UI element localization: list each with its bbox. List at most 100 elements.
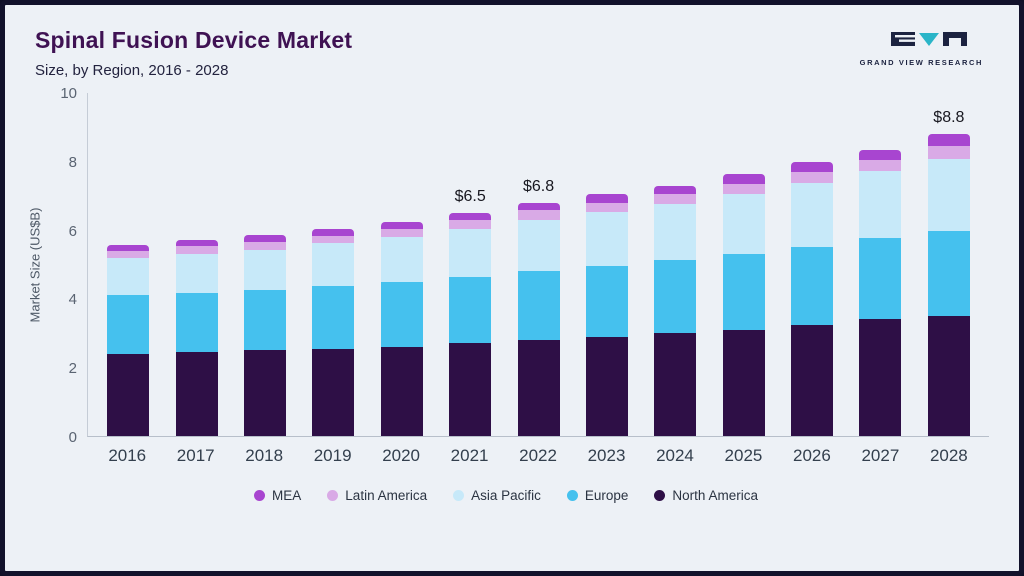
bar-2017 [162,93,230,436]
x-tick-label: 2026 [793,446,831,465]
segment-mea [859,149,902,161]
bar-stack [449,93,492,436]
segment-mea [517,202,560,211]
bar-stack [791,93,834,436]
segment-latin-america [927,146,970,160]
legend-dot [254,490,266,501]
y-axis-title: Market Size (US$B) [27,207,43,323]
segment-europe [312,286,355,349]
segment-latin-america [654,194,697,204]
legend-label: Latin America [345,488,428,503]
x-tick-label: 2016 [108,446,147,465]
x-tick-label: 2019 [313,446,352,465]
bar-2025 [710,93,778,436]
grand-view-research-logo: GRAND VIEW RESEARCH [860,31,983,67]
segment-latin-america [175,246,218,254]
x-tick-label: 2023 [587,446,626,465]
bar-stack [654,93,697,436]
segment-mea [175,239,218,247]
plot-row: Market Size (US$B) 0 2 4 6 8 10 $6.5 $6.8 $8.8 [23,85,989,446]
segment-europe [927,231,970,316]
y-axis-ticks: 0 2 4 6 8 10 [47,85,87,446]
bar-stack [175,93,218,436]
bar-2022: $6.8 [504,93,572,436]
bar-stack [243,93,286,436]
legend-label: Asia Pacific [471,488,541,503]
legend-dot [566,490,578,501]
segment-north-america [107,353,150,436]
bar-2019 [299,93,367,436]
subtitle: Size, by Region, 2016 - 2028 [35,62,229,79]
segment-north-america [243,350,286,436]
x-tick-label: 2028 [929,446,968,465]
y-tick-label: 2 [68,360,77,378]
logo-icon [891,32,968,46]
bar-2028: $8.8 [915,93,983,436]
segment-latin-america [859,160,902,172]
value-label: $6.5 [454,188,486,206]
segment-europe [722,253,765,330]
segment-latin-america [243,242,286,250]
segment-mea [585,194,628,203]
segment-north-america [380,346,423,436]
segment-north-america [927,315,970,436]
segment-asia-pacific [927,159,970,232]
segment-north-america [654,333,697,436]
legend-item-mea: MEA [254,488,301,503]
segment-europe [449,276,492,344]
segment-asia-pacific [791,183,834,247]
y-tick-label: 10 [60,85,77,102]
bar-stack [859,93,902,436]
segment-north-america [791,324,834,436]
segment-europe [107,295,150,354]
bar-2016 [94,93,162,436]
page-title: Spinal Fusion Device Market [35,27,353,53]
x-axis-labels: 2016 2017 2018 2019 2020 2021 2022 2023 2024 2025… [87,446,989,466]
segment-mea [927,134,970,147]
bar-2018 [231,93,299,436]
legend-label: Europe [584,488,629,503]
x-tick-label: 2018 [245,446,284,465]
segment-asia-pacific [175,253,218,293]
segment-asia-pacific [312,243,355,287]
bar-stack [312,93,355,436]
segment-latin-america [312,235,355,244]
segment-mea [107,244,150,251]
segment-latin-america [449,219,492,229]
chart: Market Size (US$B) 0 2 4 6 8 10 $6.5 $6.8 $8.8 … [23,85,989,503]
segment-latin-america [517,210,560,220]
legend-item-europe: Europe [566,488,629,503]
segment-mea [312,228,355,236]
segment-asia-pacific [654,203,697,261]
segment-north-america [517,339,560,436]
x-tick-label: 2022 [519,446,557,465]
title-block: Spinal Fusion Device Market Size, by Reg… [35,27,352,79]
x-tick-label: 2027 [861,446,900,465]
segment-europe [654,260,697,334]
legend: MEA Latin America Asia Pacific Europe North … [23,488,989,503]
bar-stack [722,93,765,436]
legend-label: MEA [272,488,302,503]
legend-label: North America [672,488,758,503]
y-tick-label: 4 [68,291,77,309]
segment-europe [380,281,423,347]
x-tick-label: 2025 [724,446,763,465]
x-tick-label: 2017 [176,446,215,465]
segment-asia-pacific [107,257,150,296]
legend-dot [654,490,666,501]
segment-asia-pacific [449,228,492,277]
segment-mea [243,235,286,243]
segment-north-america [175,351,218,436]
segment-asia-pacific [722,193,765,254]
bar-stack [107,93,150,436]
segment-europe [585,266,628,337]
segment-latin-america [722,183,765,194]
segment-europe [859,238,902,320]
legend-item-latin-america: Latin America [327,488,427,503]
segment-europe [517,271,560,340]
bar-stack [927,93,970,436]
segment-mea [654,185,697,195]
bar-2024 [641,93,709,436]
segment-north-america [312,348,355,436]
segment-north-america [722,329,765,436]
